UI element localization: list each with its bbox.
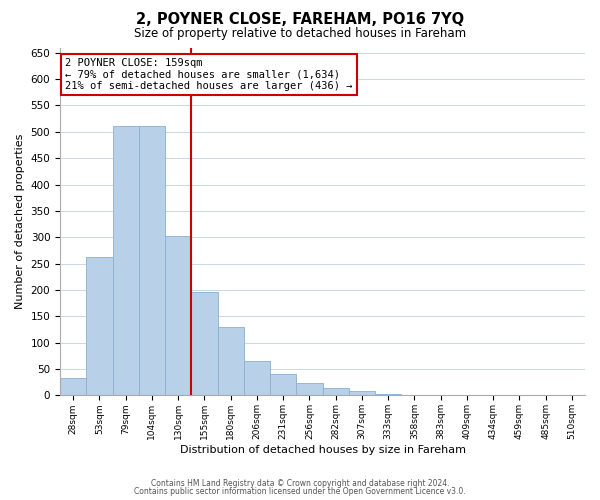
- Text: Contains public sector information licensed under the Open Government Licence v3: Contains public sector information licen…: [134, 487, 466, 496]
- Text: 2, POYNER CLOSE, FAREHAM, PO16 7YQ: 2, POYNER CLOSE, FAREHAM, PO16 7YQ: [136, 12, 464, 28]
- Bar: [270, 374, 296, 396]
- Bar: [559, 395, 585, 396]
- Bar: [323, 388, 349, 396]
- Bar: [165, 236, 191, 396]
- Bar: [375, 394, 401, 396]
- X-axis label: Distribution of detached houses by size in Fareham: Distribution of detached houses by size …: [179, 445, 466, 455]
- Bar: [349, 391, 375, 396]
- Bar: [296, 384, 323, 396]
- Bar: [244, 361, 270, 396]
- Bar: [401, 395, 428, 396]
- Y-axis label: Number of detached properties: Number of detached properties: [15, 134, 25, 309]
- Text: Size of property relative to detached houses in Fareham: Size of property relative to detached ho…: [134, 28, 466, 40]
- Bar: [428, 395, 454, 396]
- Bar: [454, 395, 480, 396]
- Bar: [533, 395, 559, 396]
- Bar: [139, 126, 165, 396]
- Bar: [60, 378, 86, 396]
- Bar: [86, 257, 113, 396]
- Text: 2 POYNER CLOSE: 159sqm
← 79% of detached houses are smaller (1,634)
21% of semi-: 2 POYNER CLOSE: 159sqm ← 79% of detached…: [65, 58, 353, 91]
- Text: Contains HM Land Registry data © Crown copyright and database right 2024.: Contains HM Land Registry data © Crown c…: [151, 478, 449, 488]
- Bar: [191, 292, 218, 396]
- Bar: [113, 126, 139, 396]
- Bar: [218, 327, 244, 396]
